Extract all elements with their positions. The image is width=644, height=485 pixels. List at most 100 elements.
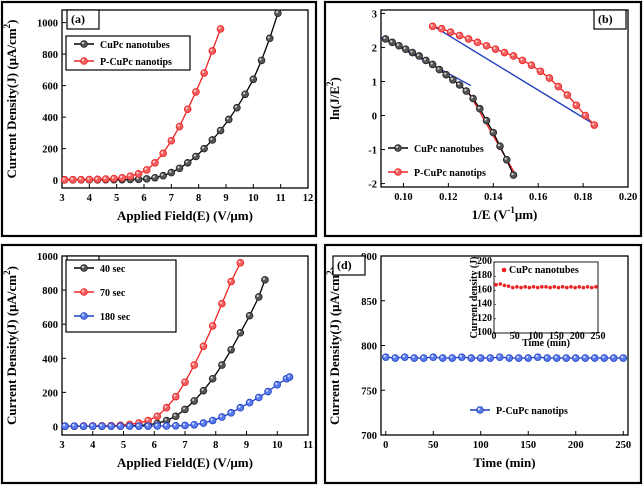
data-point [509, 171, 518, 179]
data-point-shine [478, 355, 481, 359]
data-point-shine [193, 154, 197, 157]
data-point [245, 398, 254, 407]
data-point-shine [450, 355, 453, 359]
inset-x-tick-label: 100 [528, 331, 543, 342]
data-point [590, 354, 599, 362]
data-point [192, 88, 200, 96]
data-point [572, 101, 581, 110]
data-point-shine [403, 47, 406, 50]
data-point [241, 90, 249, 99]
legend-marker [476, 406, 484, 414]
data-point-shine [229, 347, 232, 350]
data-point [126, 172, 135, 180]
data-point [518, 56, 527, 65]
data-point-shine [164, 405, 167, 408]
data-point-shine [412, 355, 415, 359]
x-tick-label: 6 [152, 440, 157, 451]
data-point-shine [169, 170, 172, 173]
data-point-shine [457, 33, 460, 36]
inset-data-point [515, 285, 519, 289]
data-point-shine [267, 36, 270, 39]
data-point [552, 354, 561, 362]
panel-tag-box [66, 9, 100, 30]
data-point-shine [243, 92, 246, 95]
inset-data-point [540, 285, 544, 289]
y-tick-label: -2 [368, 180, 377, 191]
data-point [227, 277, 235, 286]
data-point [159, 149, 167, 158]
data-point-shine [464, 88, 467, 92]
data-point-shine [247, 400, 250, 403]
data-point-shine [430, 62, 433, 65]
panel-frame [323, 0, 643, 238]
y-axis-title-close: ) [4, 266, 19, 270]
panel-frame [0, 243, 318, 485]
legend-marker [394, 144, 402, 152]
data-point [199, 342, 208, 351]
inset-data-point [544, 285, 548, 289]
data-point-shine [192, 398, 195, 402]
data-point-shine [565, 92, 568, 96]
data-point [200, 69, 208, 77]
x-tick-label: 7 [182, 440, 187, 451]
data-point-shine [169, 138, 172, 141]
data-point [428, 60, 437, 69]
data-point [581, 111, 590, 120]
data-point [505, 354, 514, 362]
data-point-shine [583, 355, 586, 359]
y-axis-title-main: Current Density(J) (μA/cm [4, 275, 19, 425]
data-point [464, 35, 473, 43]
data-point [562, 354, 571, 362]
data-point [264, 387, 272, 396]
data-point [144, 422, 152, 430]
data-point-shine [161, 151, 164, 154]
data-point [135, 422, 143, 430]
x-tick-label: 5 [114, 193, 119, 204]
data-point [159, 171, 167, 180]
data-point [462, 87, 471, 95]
data-point-shine [469, 355, 472, 359]
y-tick-label: 0 [372, 112, 377, 123]
data-point [422, 56, 430, 65]
inset-x-tick-label: 50 [510, 331, 520, 342]
data-point-shine [440, 355, 443, 359]
data-point [467, 354, 476, 362]
data-point-shine [491, 130, 494, 133]
panel-a: 3 4 5 6 7 8 9 10 11 12 0 200 400 600 800 1000 Applied Fi… [0, 0, 318, 238]
data-point-shine [402, 355, 405, 358]
data-point-shine [219, 415, 222, 418]
inset-x-tick-label: 0 [492, 331, 497, 342]
data-point [496, 142, 504, 150]
panel-tag-box [332, 255, 366, 276]
data-point [428, 22, 437, 31]
data-point [482, 41, 491, 50]
data-point-shine [396, 43, 400, 46]
x-tick-label: 6 [141, 193, 146, 204]
data-point [571, 354, 580, 362]
inset-data-point [577, 285, 582, 289]
data-point [449, 75, 457, 84]
data-point-shine [118, 424, 121, 427]
data-point [88, 422, 97, 430]
y-tick-label: 800 [42, 286, 58, 297]
y-tick-label: 700 [361, 431, 377, 442]
inset-data-point [527, 285, 532, 290]
panel-c: 3 4 5 6 7 8 9 10 11 0 200 400 600 800 1000 Applied Fiel… [0, 243, 318, 485]
data-point [181, 405, 189, 414]
data-point-shine [201, 388, 204, 391]
data-point-shine [218, 128, 221, 131]
data-point [476, 354, 485, 362]
data-point-shine [192, 422, 195, 425]
data-point-shine [259, 58, 262, 61]
inset-legend-marker [501, 267, 507, 273]
data-point-shine [275, 11, 279, 14]
data-point [85, 175, 94, 184]
data-point [285, 373, 294, 381]
x-tick-label: 11 [276, 193, 286, 204]
legend-marker [394, 168, 402, 176]
data-point [101, 175, 110, 183]
data-point-shine [219, 363, 222, 366]
data-point-shine [136, 171, 139, 174]
data-point-shine [592, 355, 595, 359]
data-point [110, 174, 118, 183]
